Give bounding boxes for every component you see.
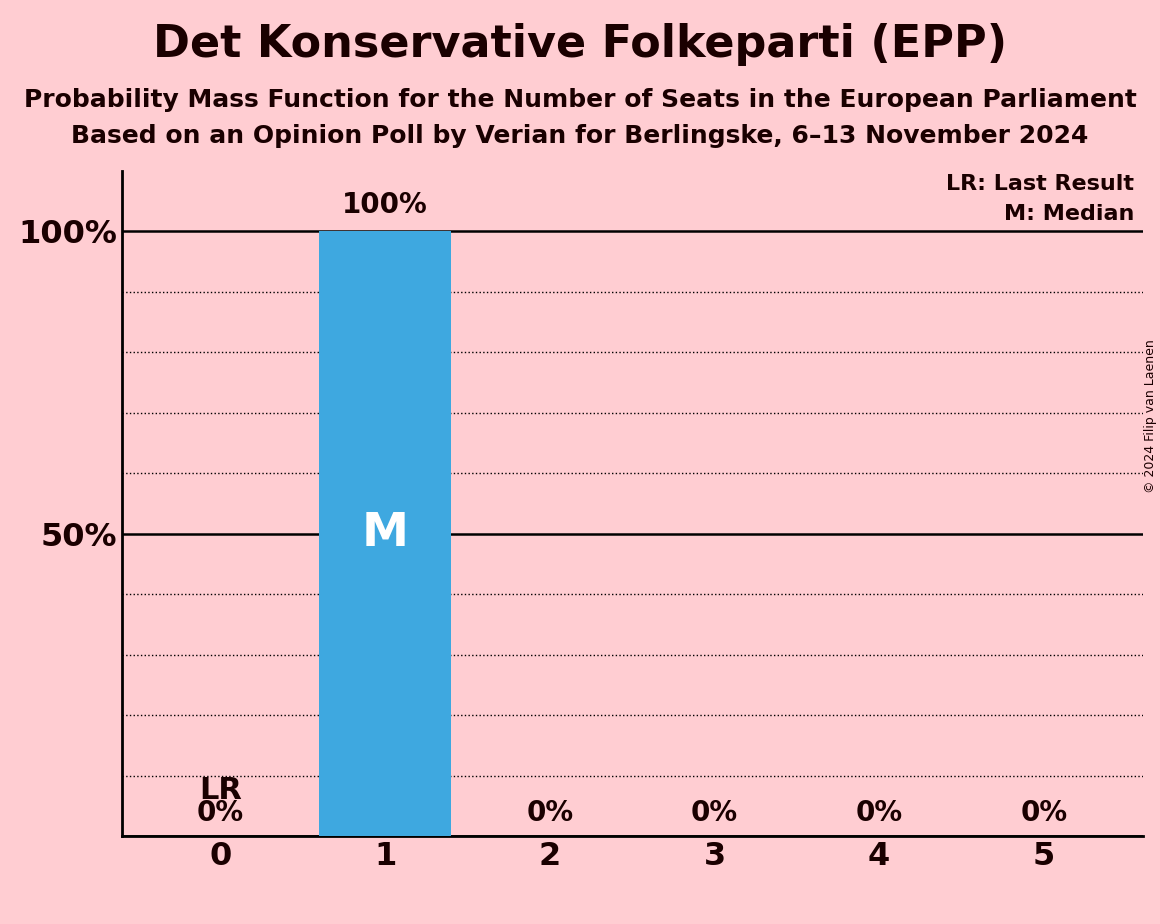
- Text: M: Median: M: Median: [1005, 204, 1134, 225]
- Text: 0%: 0%: [691, 799, 738, 827]
- Bar: [319, 231, 451, 836]
- Text: 100%: 100%: [342, 191, 428, 219]
- Text: LR: LR: [200, 776, 242, 806]
- Text: 0%: 0%: [1021, 799, 1067, 827]
- Text: 0%: 0%: [527, 799, 573, 827]
- Text: Probability Mass Function for the Number of Seats in the European Parliament: Probability Mass Function for the Number…: [23, 88, 1137, 112]
- Text: Based on an Opinion Poll by Verian for Berlingske, 6–13 November 2024: Based on an Opinion Poll by Verian for B…: [71, 124, 1089, 148]
- Text: Det Konservative Folkeparti (EPP): Det Konservative Folkeparti (EPP): [153, 23, 1007, 67]
- Text: © 2024 Filip van Laenen: © 2024 Filip van Laenen: [1144, 339, 1158, 492]
- Text: 0%: 0%: [197, 799, 244, 827]
- Text: M: M: [362, 511, 408, 556]
- Text: LR: Last Result: LR: Last Result: [947, 174, 1134, 194]
- Text: 0%: 0%: [856, 799, 902, 827]
